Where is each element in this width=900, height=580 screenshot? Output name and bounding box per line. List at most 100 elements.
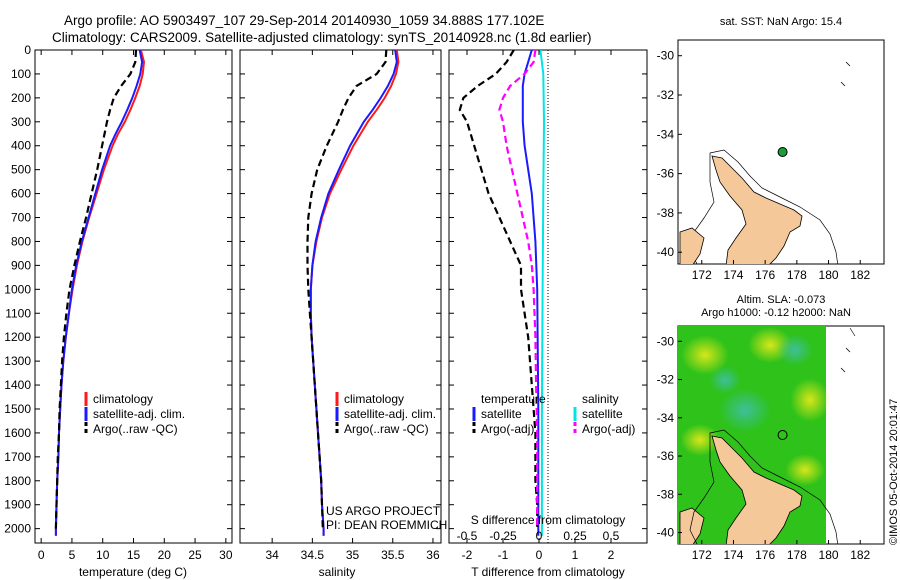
x-tick-label: -2 xyxy=(462,548,473,562)
s-difference-label: S difference from climatology xyxy=(471,513,626,527)
legend-label-climatology: climatology xyxy=(93,392,153,406)
salinity-panel: 34 34.5 35 35.5 36 salinity climatology sate… xyxy=(239,49,447,579)
salinity-lines xyxy=(306,50,400,536)
series-line-argo-adj- xyxy=(498,50,539,529)
imos-watermark: ©IMOS 05-Oct-2014 20:01:47 xyxy=(888,399,900,545)
temperature-axis-ticks: 0 5 10 15 20 25 30 xyxy=(38,50,233,562)
t-difference-axis-ticks: -2 -1 0 1 2 xyxy=(449,49,647,562)
s-tick-label: -0.5 xyxy=(457,529,478,543)
x-tick-label: 36 xyxy=(426,548,440,562)
island-dot-3 xyxy=(840,367,846,373)
y-tick-label: 500 xyxy=(11,163,31,177)
map-y-tick-label: -40 xyxy=(657,526,675,540)
project-line-1: US ARGO PROJECT xyxy=(326,504,441,518)
s-tick-label: -0.25 xyxy=(489,529,517,543)
map-y-tick-label: -36 xyxy=(657,167,675,181)
sla-blob xyxy=(709,366,741,394)
difference-legend: temperature satellite Argo(-adj) salinit… xyxy=(472,392,635,436)
x-tick-label: 35.5 xyxy=(381,548,405,562)
legend-label-s-argo: Argo(-adj) xyxy=(582,422,635,436)
map-x-tick-label: 180 xyxy=(819,268,839,282)
x-tick-label: 10 xyxy=(96,548,110,562)
s-tick-label: 0.25 xyxy=(563,529,587,543)
legend-label-t-argo: Argo(-adj) xyxy=(481,422,534,436)
t-difference-xlabel: T difference from climatology xyxy=(471,565,625,579)
map-x-tick-label: 180 xyxy=(819,548,839,562)
map-x-tick-label: 176 xyxy=(755,268,775,282)
sla-blob xyxy=(790,378,830,422)
y-tick-label: 800 xyxy=(11,234,31,248)
y-tick-label: 300 xyxy=(11,115,31,129)
sst-map-content xyxy=(679,40,853,264)
map-x-tick-label: 174 xyxy=(723,268,743,282)
north-island xyxy=(711,435,803,544)
sla-blob xyxy=(681,335,729,375)
x-tick-label: -1 xyxy=(498,548,509,562)
map-y-tick-label: -34 xyxy=(657,411,675,425)
legend-label-satellite: satellite-adj. clim. xyxy=(93,407,185,421)
y-tick-label: 0 xyxy=(24,43,31,57)
salinity-axis-ticks: 34 34.5 35 35.5 36 xyxy=(240,49,441,562)
series-line-satellite xyxy=(539,50,546,536)
sla-map-panel: Altim. SLA: -0.073 Argo h1000: -0.12 h20… xyxy=(657,294,900,562)
y-tick-label: 2000 xyxy=(4,522,31,536)
map-y-tick-label: -40 xyxy=(657,245,675,259)
legend-label-t-satellite: satellite xyxy=(481,407,522,421)
map-x-tick-label: 172 xyxy=(692,548,712,562)
x-tick-label: 25 xyxy=(188,548,202,562)
x-tick-label: 35 xyxy=(346,548,360,562)
difference-lines xyxy=(458,50,546,536)
legend-group-salinity: salinity xyxy=(582,392,619,406)
depth-axis-ticks: 0 100 200 300 400 500 600 700 800 900 1000 1100 1200… xyxy=(4,43,232,536)
map-x-tick-label: 172 xyxy=(692,268,712,282)
legend-label-satellite: satellite-adj. clim. xyxy=(344,407,436,421)
salinity-xlabel: salinity xyxy=(319,565,356,579)
y-tick-label: 100 xyxy=(11,67,31,81)
sla-blob xyxy=(719,388,771,432)
island-dot-3 xyxy=(840,81,846,87)
x-tick-label: 1 xyxy=(572,548,579,562)
map-y-tick-label: -38 xyxy=(657,206,675,220)
s-tick-label: 0.5 xyxy=(603,529,620,543)
y-tick-label: 1300 xyxy=(4,354,31,368)
sst-map-panel: sat. SST: NaN Argo: 15.4 172 174 176 178 180… xyxy=(657,16,885,282)
map-y-tick-label: -32 xyxy=(657,88,675,102)
s-tick-label: 0 xyxy=(536,529,543,543)
map-y-tick-label: -30 xyxy=(657,334,675,348)
map-x-tick-label: 178 xyxy=(787,268,807,282)
map-y-tick-label: -34 xyxy=(657,127,675,141)
difference-panel: -2 -1 0 1 2 S difference from climatology -0… xyxy=(448,49,648,579)
x-tick-label: 34.5 xyxy=(301,548,325,562)
shelf-contour xyxy=(689,429,839,544)
south-island xyxy=(679,227,705,264)
legend-label-argo: Argo(..raw -QC) xyxy=(344,422,429,436)
series-line-argo-adj- xyxy=(458,50,539,529)
sla-map-title-1: Altim. SLA: -0.073 xyxy=(737,294,826,306)
x-tick-label: 34 xyxy=(265,548,279,562)
temperature-xlabel: temperature (deg C) xyxy=(79,565,187,579)
y-tick-label: 400 xyxy=(11,139,31,153)
y-tick-label: 1600 xyxy=(4,426,31,440)
x-tick-label: 5 xyxy=(69,548,76,562)
salinity-legend: climatology satellite-adj. clim. Argo(..… xyxy=(335,392,436,436)
sst-map-title: sat. SST: NaN Argo: 15.4 xyxy=(720,16,842,28)
y-tick-label: 600 xyxy=(11,187,31,201)
y-tick-label: 1800 xyxy=(4,474,31,488)
y-tick-label: 1500 xyxy=(4,402,31,416)
title-line-2: Climatology: CARS2009. Satellite-adjuste… xyxy=(52,30,592,45)
island-dot-1 xyxy=(851,40,853,41)
island-dot-2 xyxy=(845,347,851,353)
temperature-lines xyxy=(54,50,146,536)
s-difference-ticks: -0.5 -0.25 0 0.25 0.5 xyxy=(457,529,620,543)
legend-label-argo: Argo(..raw -QC) xyxy=(93,422,178,436)
sst-map-ticks: 172 174 176 178 180 182 -30 -32 -34 -36 -38 -40 xyxy=(657,49,871,282)
project-line-2: PI: DEAN ROEMMICH xyxy=(326,518,447,532)
north-island xyxy=(711,155,803,264)
sla-blob xyxy=(777,334,813,366)
map-y-tick-label: -32 xyxy=(657,373,675,387)
map-x-tick-label: 182 xyxy=(850,268,870,282)
map-y-tick-label: -38 xyxy=(657,487,675,501)
y-tick-label: 900 xyxy=(11,258,31,272)
title-line-1: Argo profile: AO 5903497_107 29-Sep-2014… xyxy=(64,13,544,28)
